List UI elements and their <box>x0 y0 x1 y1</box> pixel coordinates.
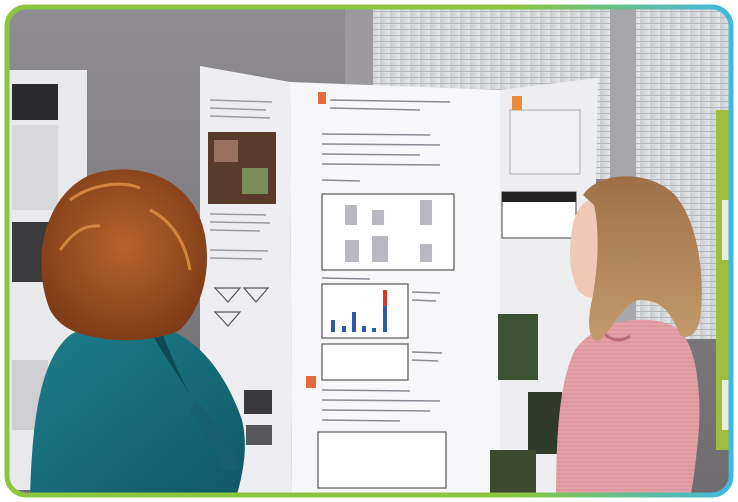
poster-text-lines <box>321 99 451 422</box>
person-left-hair <box>41 169 208 341</box>
poster-photo <box>528 392 562 454</box>
poster-photo <box>490 450 536 493</box>
jacket-collar <box>150 330 190 395</box>
poster-photo <box>244 390 272 414</box>
poster-text-lines <box>209 99 273 260</box>
poster-table-header <box>502 192 576 202</box>
sticky-note <box>306 376 316 388</box>
poster-figure <box>509 109 581 175</box>
hair-highlight <box>58 182 192 271</box>
sticky-note <box>512 96 522 110</box>
poster-chart <box>317 431 447 489</box>
poster-photo <box>246 425 272 445</box>
person-right-hair <box>583 176 702 341</box>
poster-chart-bars <box>345 200 432 262</box>
poster-chart <box>321 343 409 381</box>
poster-photo <box>498 314 538 380</box>
photo-frame <box>4 4 734 498</box>
poster-photo-detail <box>242 168 268 194</box>
poster-chart-bars <box>331 290 387 332</box>
person-left-jacket <box>30 321 245 493</box>
person-right-face <box>570 198 604 298</box>
board-paper <box>722 380 729 430</box>
poster-diagram <box>213 287 270 327</box>
poster-photo-detail <box>214 140 238 162</box>
person-left-arm <box>190 400 240 470</box>
sticky-note <box>318 92 326 104</box>
board-paper <box>722 200 729 260</box>
green-board <box>716 110 729 450</box>
poster-block <box>12 125 58 210</box>
scene <box>9 9 729 493</box>
poster-block <box>12 84 58 120</box>
person-right-sweater <box>556 319 700 493</box>
